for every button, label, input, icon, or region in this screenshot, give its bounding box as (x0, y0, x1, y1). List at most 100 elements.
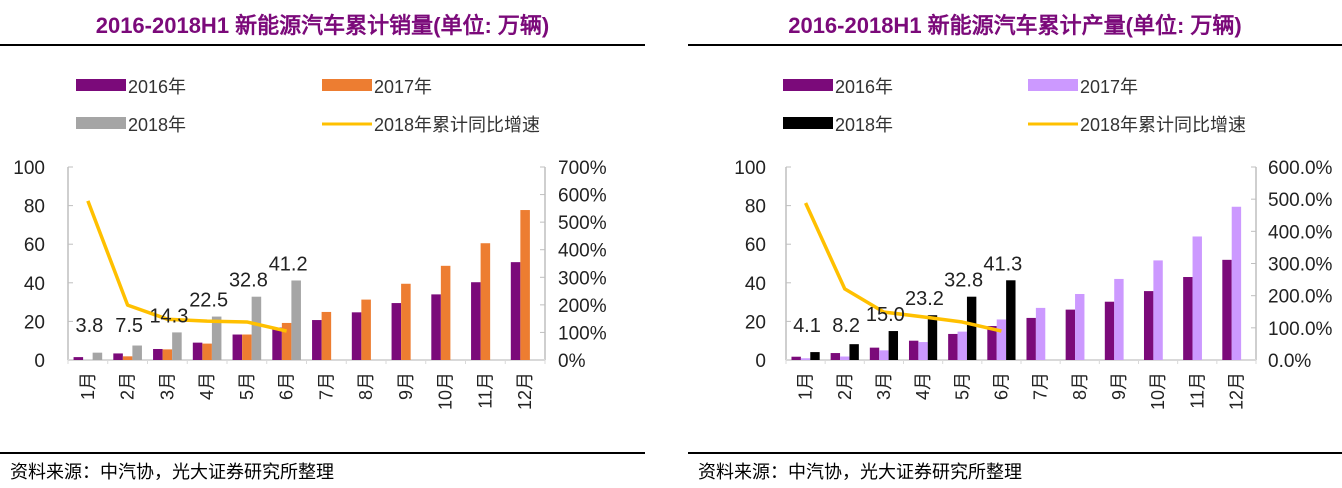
x-tick-label: 7月 (316, 372, 336, 400)
y2-tick-label: 200% (558, 296, 607, 317)
y2-tick-label: 100.0% (1268, 319, 1333, 340)
legend-label-1: 2017年 (374, 77, 432, 97)
legend-label-2: 2018年 (835, 115, 893, 135)
x-tick-label: 11月 (1187, 372, 1207, 409)
bar-2016年-9月 (391, 303, 402, 360)
y-tick-label: 40 (745, 274, 766, 295)
y2-tick-label: 0% (558, 351, 586, 372)
data-label: 15.0 (866, 304, 905, 326)
bar-2016年-4月 (192, 342, 203, 360)
sales-chart: 2016年 2017年 2018年 2018年累计同比增速 0 20 40 60 80 100 0%… (13, 77, 607, 410)
production-chart: 2016年 2017年 2018年 2018年累计同比增速 0 20 40 60 80 100 0.… (734, 77, 1333, 410)
bar-2016年-5月 (948, 333, 958, 360)
y2-tick-label: 600.0% (1268, 158, 1333, 179)
bar-2016年-3月 (153, 348, 163, 360)
y-tick-label: 0 (755, 351, 766, 372)
legend-swatch-0 (783, 79, 833, 91)
legend-label-3: 2018年累计同比增速 (374, 115, 540, 135)
data-label: 41.3 (983, 253, 1022, 275)
legend-label-0: 2016年 (835, 77, 893, 97)
bar-2016年-5月 (232, 334, 243, 360)
bar-2017年-5月 (242, 334, 252, 360)
x-tick-label: 11月 (475, 372, 495, 409)
bar-2016年-6月 (272, 327, 282, 360)
bar-2018年-4月 (927, 315, 938, 360)
bar-2017年-6月 (996, 319, 1007, 360)
y2-tick-label: 500.0% (1268, 190, 1333, 211)
y2-tick-label: 600% (558, 186, 607, 207)
data-label: 4.1 (793, 315, 821, 337)
bar-2018年-5月 (251, 296, 262, 360)
x-tick-label: 1月 (78, 372, 98, 400)
x-tick-label: 8月 (356, 372, 376, 400)
data-label: 32.8 (229, 270, 268, 292)
y-tick-label: 100 (734, 158, 766, 179)
bar-2018年-6月 (291, 280, 301, 360)
data-label: 8.2 (832, 315, 860, 337)
bar-2017年-2月 (122, 356, 133, 360)
legend-label-1: 2017年 (1080, 77, 1138, 97)
y2-tick-label: 400.0% (1268, 222, 1333, 243)
bar-2017年-12月 (520, 210, 530, 360)
x-tick-label: 2月 (118, 372, 138, 400)
bar-2016年-1月 (791, 356, 801, 360)
y-tick-label: 80 (24, 197, 45, 218)
data-label: 22.5 (189, 290, 228, 312)
x-tick-label: 10月 (1148, 372, 1168, 410)
legend-swatch-1 (322, 79, 372, 91)
bar-2017年-9月 (1114, 278, 1124, 360)
line-2018年累计同比增速 (86, 200, 288, 333)
production-chart-panel: 2016-2018H1 新能源汽车累计产量(单位: 万辆) 2016年 2017年… (688, 0, 1342, 488)
bar-2016年-12月 (510, 262, 521, 360)
bar-2017年-12月 (1231, 206, 1242, 360)
bar-2018年-2月 (132, 345, 142, 360)
bar-2016年-1月 (73, 357, 84, 360)
bar-2017年-10月 (440, 265, 451, 360)
bar-2018年-3月 (888, 331, 899, 360)
bar-2017年-4月 (202, 343, 212, 360)
bar-2018年-3月 (172, 332, 182, 360)
x-tick-label: 9月 (1109, 372, 1129, 400)
x-tick-label: 2月 (835, 372, 855, 400)
bar-2016年-7月 (312, 320, 322, 360)
source-note: 资料来源：中汽协，光大证券研究所整理 (698, 462, 1022, 483)
data-label: 14.3 (149, 305, 188, 327)
y2-tick-label: 100% (558, 323, 607, 344)
bar-2016年-8月 (351, 312, 362, 360)
y2-tick-label: 0.0% (1268, 351, 1311, 372)
data-label: 23.2 (905, 288, 944, 310)
bar-2016年-9月 (1104, 301, 1115, 360)
bar-2016年-10月 (1143, 291, 1154, 360)
source-note: 资料来源：中汽协，光大证券研究所整理 (10, 462, 334, 483)
data-label: 41.2 (269, 253, 308, 275)
bar-2017年-3月 (879, 350, 889, 360)
source-divider (688, 452, 1342, 454)
x-tick-label: 12月 (515, 372, 535, 410)
y2-tick-label: 700% (558, 158, 607, 179)
legend-swatch-2 (76, 117, 126, 129)
title-divider (688, 44, 1342, 46)
bar-2017年-4月 (918, 342, 928, 360)
y2-tick-label: 200.0% (1268, 287, 1333, 308)
x-tick-label: 7月 (1031, 372, 1051, 400)
bar-2017年-7月 (1035, 307, 1046, 360)
bar-2017年-3月 (162, 349, 173, 360)
bar-2017年-8月 (361, 299, 371, 360)
bar-2018年-2月 (849, 344, 859, 360)
bar-2016年-2月 (830, 353, 841, 360)
y2-tick-label: 400% (558, 241, 607, 262)
x-tick-label: 9月 (396, 372, 416, 400)
source-divider (0, 452, 645, 454)
bar-2016年-6月 (987, 326, 997, 360)
legend-swatch-1 (1028, 79, 1078, 91)
bar-2017年-8月 (1075, 293, 1085, 360)
legend-swatch-0 (76, 79, 126, 91)
y-tick-label: 60 (24, 235, 45, 256)
bar-2018年-6月 (1006, 280, 1016, 360)
bar-2016年-4月 (908, 340, 919, 360)
bar-2016年-8月 (1065, 309, 1076, 360)
y-tick-label: 80 (745, 197, 766, 218)
sales-chart-panel: 2016-2018H1 新能源汽车累计销量(单位: 万辆) 2016年 2017年… (0, 0, 645, 488)
bar-2016年-3月 (869, 347, 880, 360)
bar-2017年-10月 (1153, 260, 1163, 360)
